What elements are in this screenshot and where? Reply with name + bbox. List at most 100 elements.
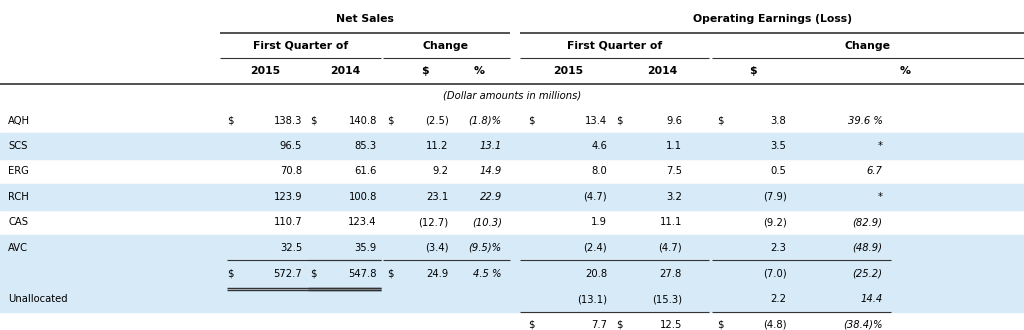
Text: 3.2: 3.2 [666,192,682,202]
Text: 2014: 2014 [331,66,360,76]
Text: $: $ [421,66,429,76]
Text: 23.1: 23.1 [426,192,449,202]
Text: 32.5: 32.5 [280,243,302,253]
Text: (12.7): (12.7) [419,217,449,227]
Text: (25.2): (25.2) [853,269,883,279]
Text: 123.9: 123.9 [273,192,302,202]
Text: (15.3): (15.3) [652,294,682,305]
Bar [0,133,1024,159]
Text: 1.9: 1.9 [591,217,607,227]
Text: (2.4): (2.4) [584,243,607,253]
Text: 2015: 2015 [553,66,584,76]
Text: 11.2: 11.2 [426,141,449,151]
Text: 140.8: 140.8 [348,115,377,126]
Text: 85.3: 85.3 [354,141,377,151]
Text: First Quarter of: First Quarter of [253,41,348,51]
Text: %: % [900,66,910,76]
Text: 13.4: 13.4 [585,115,607,126]
Text: (1.8)%: (1.8)% [469,115,502,126]
Text: First Quarter of: First Quarter of [566,41,663,51]
Text: 27.8: 27.8 [659,269,682,279]
Text: 13.1: 13.1 [479,141,502,151]
Text: 2.3: 2.3 [770,243,786,253]
Text: 12.5: 12.5 [659,320,682,330]
Text: 2015: 2015 [250,66,281,76]
Text: (4.8): (4.8) [763,320,786,330]
Bar [0,235,1024,260]
Text: 39.6 %: 39.6 % [848,115,883,126]
Text: (38.4)%: (38.4)% [843,320,883,330]
Text: (7.0): (7.0) [763,269,786,279]
Text: 2014: 2014 [647,66,678,76]
Text: (2.5): (2.5) [425,115,449,126]
Text: 35.9: 35.9 [354,243,377,253]
Text: (82.9): (82.9) [853,217,883,227]
Text: (4.7): (4.7) [584,192,607,202]
Text: $: $ [616,320,623,330]
Text: 9.6: 9.6 [666,115,682,126]
Text: 4.5 %: 4.5 % [473,269,502,279]
Text: 110.7: 110.7 [273,217,302,227]
Text: *: * [878,192,883,202]
Text: $: $ [717,115,723,126]
Text: (4.7): (4.7) [658,243,682,253]
Text: (7.9): (7.9) [763,192,786,202]
Text: 61.6: 61.6 [354,166,377,177]
Text: 3.8: 3.8 [771,115,786,126]
Text: $: $ [616,115,623,126]
Text: CAS: CAS [8,217,29,227]
Text: 572.7: 572.7 [273,269,302,279]
Text: 70.8: 70.8 [280,166,302,177]
Text: (10.3): (10.3) [472,217,502,227]
Text: 9.2: 9.2 [432,166,449,177]
Text: 20.8: 20.8 [585,269,607,279]
Text: 1.1: 1.1 [666,141,682,151]
Text: ERG: ERG [8,166,29,177]
Text: AVC: AVC [8,243,29,253]
Text: 138.3: 138.3 [273,115,302,126]
Text: 11.1: 11.1 [659,217,682,227]
Text: 6.7: 6.7 [866,166,883,177]
Text: 100.8: 100.8 [348,192,377,202]
Bar [0,260,1024,287]
Text: (13.1): (13.1) [578,294,607,305]
Text: (48.9): (48.9) [853,243,883,253]
Text: 22.9: 22.9 [479,192,502,202]
Text: (9.2): (9.2) [763,217,786,227]
Text: (9.5)%: (9.5)% [469,243,502,253]
Text: 0.5: 0.5 [770,166,786,177]
Text: $: $ [310,269,316,279]
Text: 8.0: 8.0 [592,166,607,177]
Text: $: $ [227,269,233,279]
Text: 24.9: 24.9 [426,269,449,279]
Text: 14.9: 14.9 [479,166,502,177]
Text: Net Sales: Net Sales [336,14,394,24]
Text: 547.8: 547.8 [348,269,377,279]
Text: $: $ [749,66,757,76]
Text: Operating Earnings (Loss): Operating Earnings (Loss) [692,14,852,24]
Text: $: $ [227,115,233,126]
Text: $: $ [528,320,535,330]
Text: (Dollar amounts in millions): (Dollar amounts in millions) [442,91,582,101]
Bar [0,287,1024,312]
Text: 123.4: 123.4 [348,217,377,227]
Text: 7.7: 7.7 [591,320,607,330]
Text: RCH: RCH [8,192,29,202]
Text: *: * [878,141,883,151]
Text: $: $ [387,269,393,279]
Text: 4.6: 4.6 [591,141,607,151]
Text: 14.4: 14.4 [860,294,883,305]
Text: $: $ [528,115,535,126]
Text: $: $ [717,320,723,330]
Text: 96.5: 96.5 [280,141,302,151]
Text: 7.5: 7.5 [666,166,682,177]
Text: (3.4): (3.4) [425,243,449,253]
Text: 2.2: 2.2 [770,294,786,305]
Text: AQH: AQH [8,115,30,126]
Bar [0,184,1024,210]
Text: Unallocated: Unallocated [8,294,68,305]
Text: $: $ [387,115,393,126]
Text: $: $ [310,115,316,126]
Text: 3.5: 3.5 [770,141,786,151]
Text: SCS: SCS [8,141,28,151]
